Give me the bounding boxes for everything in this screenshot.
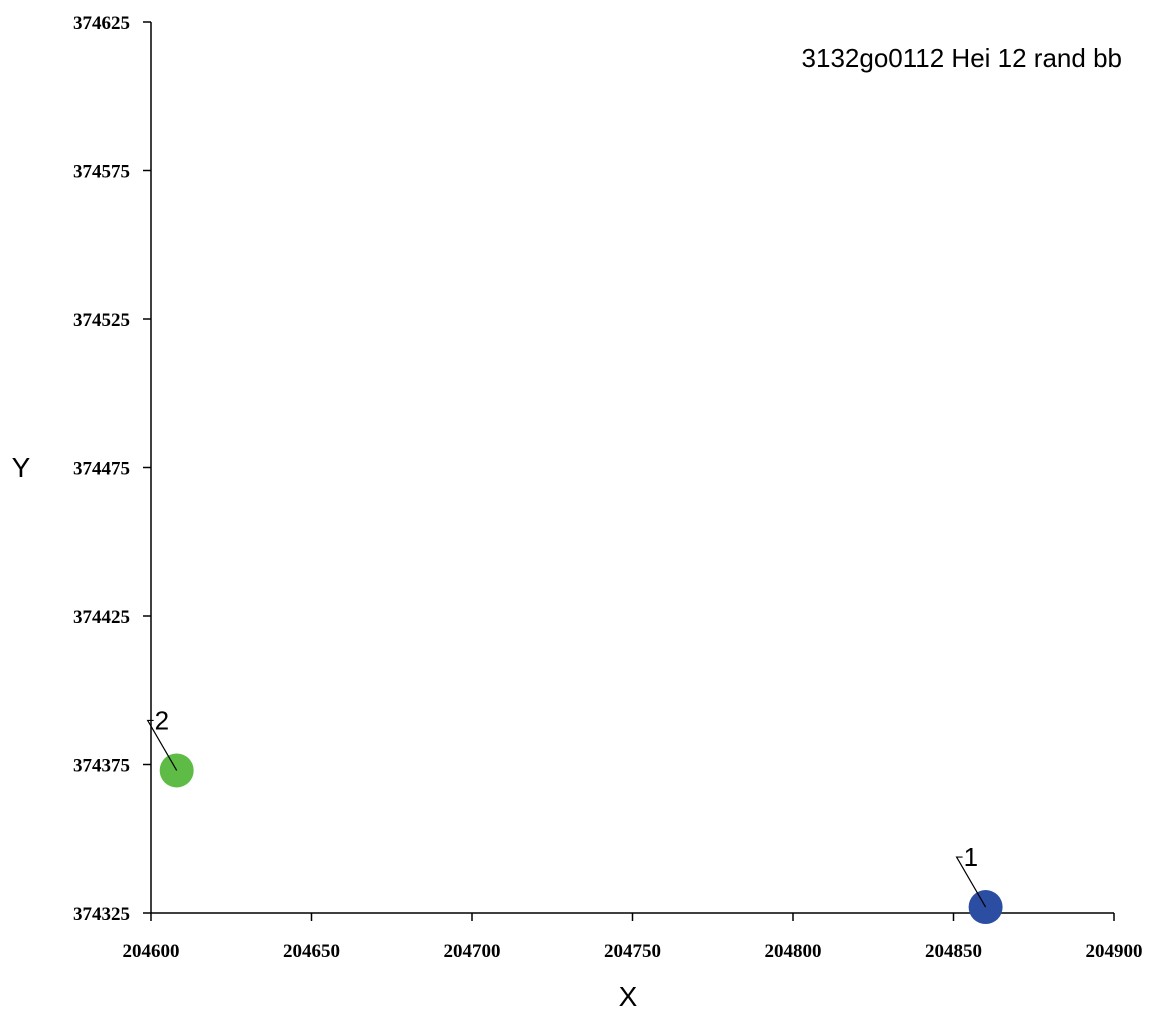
data-points: 12 [146,705,1003,925]
x-tick-label: 204600 [123,941,180,962]
y-tick-label: 374625 [73,13,130,34]
y-tick-label: 374375 [73,756,130,777]
x-tick-label: 204750 [604,941,661,962]
y-tick-label: 374575 [73,162,130,183]
x-tick-label: 204850 [925,941,982,962]
point-label-2: 2 [155,705,169,735]
y-tick-label: 374525 [73,310,130,331]
point-leader-line [955,856,987,908]
axes: 204600 204650 204700 204750 204800 204850 2049… [73,13,1143,962]
x-axis-title: X [619,981,638,1010]
chart-title: 3132go0112 Hei 12 rand bb [802,43,1122,73]
x-tick-label: 204800 [765,941,822,962]
y-tick-label: 374425 [73,607,130,628]
y-axis-title: Y [12,452,31,483]
x-tick-label: 204700 [444,941,501,962]
x-tick-label: 204900 [1086,941,1143,962]
point-leader-line [146,719,178,771]
y-tick-label: 374325 [73,904,130,925]
x-tick-label: 204650 [283,941,340,962]
y-tick-label: 374475 [73,459,130,480]
point-label-1: 1 [964,842,978,872]
